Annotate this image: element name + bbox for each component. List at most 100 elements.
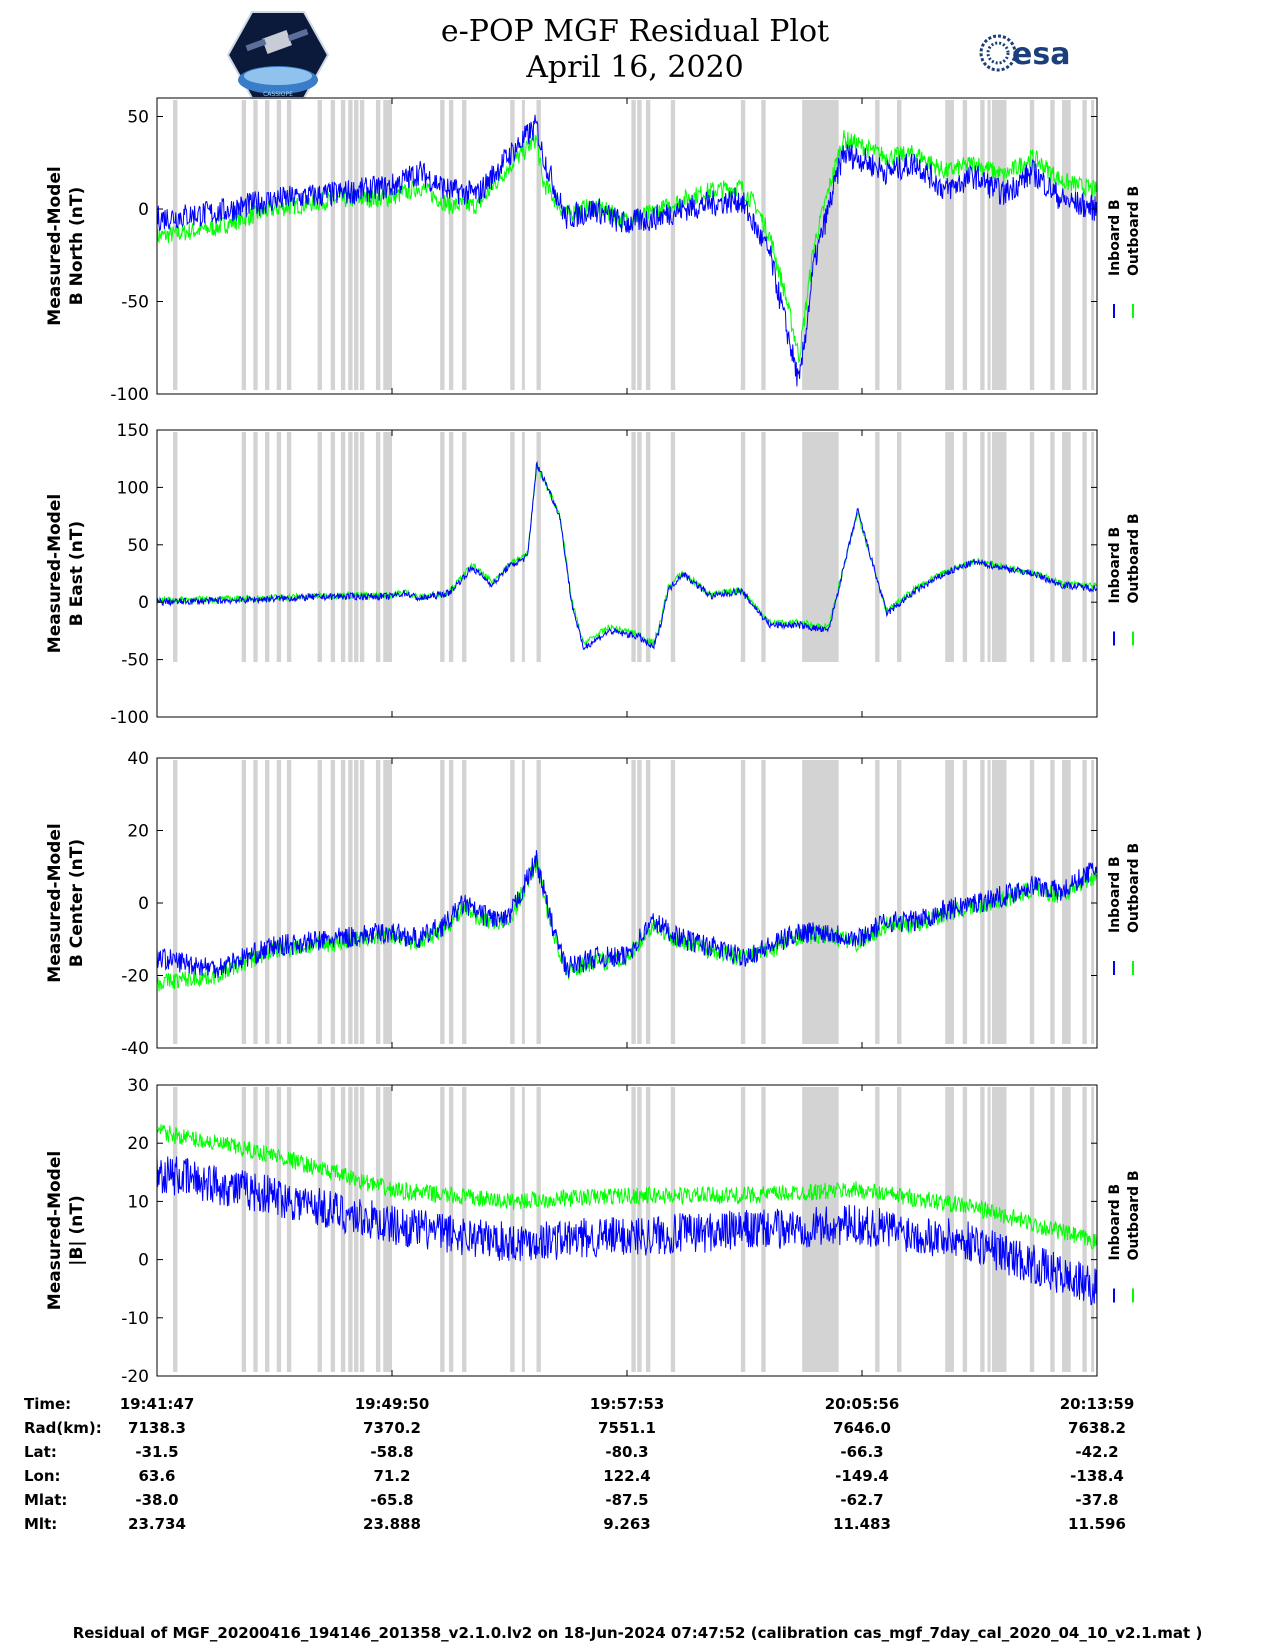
plot-frame (156, 97, 1098, 395)
gap-band (359, 760, 365, 1044)
gap-band (375, 432, 381, 662)
series-line-outboard (156, 129, 1098, 363)
gap-band (241, 432, 247, 662)
gap-band (286, 1087, 292, 1372)
gap-band (286, 100, 292, 390)
gap-band (375, 100, 381, 390)
y-axis-label-line-1: Measured-Model (45, 1151, 65, 1310)
gap-band (383, 1087, 392, 1372)
gap-band (265, 1087, 270, 1372)
title-line-2: April 16, 2020 (526, 50, 744, 85)
gap-band (354, 1087, 359, 1372)
gap-band (462, 100, 467, 390)
y-axis-label-line-1: Measured-Model (45, 494, 65, 653)
gap-band (1091, 100, 1095, 390)
gap-band (1050, 100, 1055, 390)
y-axis-label-line-2: B North (nT) (67, 187, 87, 306)
gap-band (330, 760, 336, 1044)
gap-band (1082, 100, 1087, 390)
gap-band (330, 100, 336, 390)
gap-band (1082, 760, 1087, 1044)
y-tick-label: -50 (121, 651, 149, 671)
panel-3: 40 20 0 -20 -40 Measured-Model B Center (nT) In… (45, 749, 1142, 1059)
gap-band (637, 760, 642, 1044)
panel-1: 50 0 -50 -100 Measured-Model B North (nT) Inbo… (45, 97, 1142, 405)
gap-band (761, 432, 766, 662)
gap-band (383, 100, 392, 390)
y-axis-label: Measured-Model B North (nT) (45, 166, 87, 325)
gap-band (670, 1087, 676, 1372)
gap-band (536, 100, 541, 390)
gap-band (173, 432, 178, 662)
gap-band (987, 100, 991, 390)
ephemeris-value: -87.5 (605, 1491, 649, 1509)
gap-band (875, 432, 880, 662)
legend: Inboard B Outboard B (1107, 843, 1142, 975)
plot-frame (156, 429, 1098, 718)
panel-2: 150 100 50 0 -50 -100 Measured-Model B East (nT… (45, 421, 1142, 728)
gap-band (286, 760, 292, 1044)
legend-outboard-label: Outboard B (1126, 513, 1142, 603)
gap-band (286, 432, 292, 662)
y-axis-label-line-2: B Center (nT) (67, 839, 87, 967)
gap-band (348, 432, 353, 662)
y-axis-label-line-2: B East (nT) (67, 521, 87, 626)
y-tick-label: -40 (121, 1039, 149, 1059)
row-label-lon: Lon: (24, 1467, 61, 1485)
gap-band (980, 760, 985, 1044)
gap-band (340, 432, 346, 662)
gap-band (645, 432, 651, 662)
y-tick-label: 50 (127, 536, 149, 556)
gap-band (670, 760, 676, 1044)
gap-band (253, 1087, 258, 1372)
legend-outboard-label: Outboard B (1126, 843, 1142, 933)
gap-band (348, 100, 353, 390)
y-tick-label: 10 (127, 1192, 149, 1212)
ephemeris-value: 23.888 (363, 1515, 421, 1533)
gap-band (241, 760, 247, 1044)
series-line-outboard (156, 856, 1098, 992)
gap-band (276, 432, 282, 662)
series-line-inboard (156, 1155, 1098, 1309)
gap-band (317, 432, 322, 662)
gap-band (945, 100, 954, 390)
y-tick-label: -100 (110, 708, 149, 728)
gap-band (987, 432, 991, 662)
esa-logo: esa (979, 34, 1070, 72)
gap-band (670, 432, 676, 662)
gap-band (991, 1087, 1007, 1372)
y-tick-label: -100 (110, 385, 149, 405)
y-tick-label: 150 (117, 421, 149, 441)
gap-band (510, 1087, 515, 1372)
ephemeris-value: -38.0 (135, 1491, 179, 1509)
ephemeris-value: 122.4 (603, 1467, 651, 1485)
gap-band (340, 1087, 346, 1372)
gap-band (265, 100, 270, 390)
gap-band (348, 760, 353, 1044)
ephemeris-value: -37.8 (1075, 1491, 1119, 1509)
gap-band (1029, 432, 1035, 662)
row-label-time: Time: (24, 1395, 72, 1413)
y-axis-label: Measured-Model B Center (nT) (45, 823, 87, 982)
gap-band (340, 760, 346, 1044)
y-tick-label: 20 (127, 1134, 149, 1154)
y-axis-label-line-1: Measured-Model (45, 166, 65, 325)
gap-band (265, 760, 270, 1044)
gap-band (987, 1087, 991, 1372)
gap-band (980, 100, 985, 390)
gap-band (448, 100, 454, 390)
gap-band (440, 432, 445, 662)
gap-band (1082, 1087, 1087, 1372)
ephemeris-value: -62.7 (840, 1491, 884, 1509)
gap-band (448, 432, 454, 662)
gap-band (536, 760, 541, 1044)
gap-band (383, 432, 392, 662)
gap-band (802, 760, 839, 1044)
y-tick-label: 20 (127, 822, 149, 842)
gap-band (637, 432, 642, 662)
y-tick-label: 0 (138, 200, 149, 220)
gap-band (253, 760, 258, 1044)
series-line-inboard (156, 114, 1098, 387)
series-line-outboard (156, 464, 1098, 647)
gap-band (265, 432, 270, 662)
